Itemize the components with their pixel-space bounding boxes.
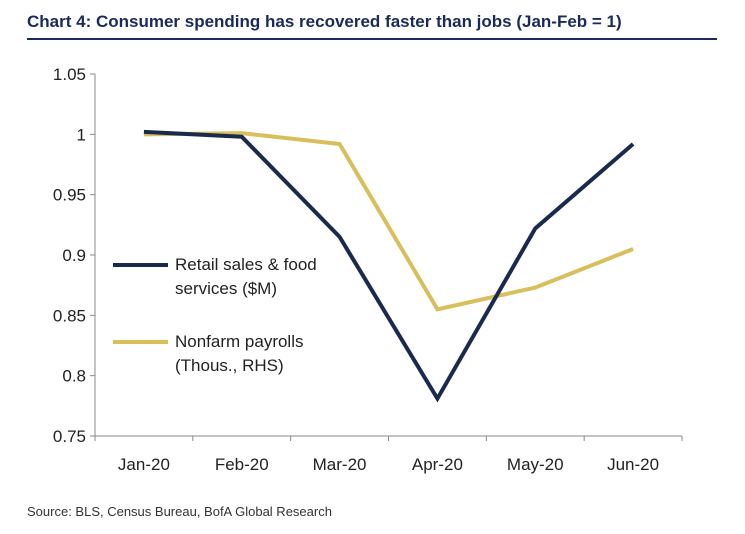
legend-label: services ($M) [175,279,277,298]
retail-sales-line [143,129,635,403]
title-underline [27,38,717,40]
y-tick-label: 1.05 [53,65,86,84]
x-tick-label: Jan-20 [118,455,170,474]
x-tick-label: Jun-20 [607,455,659,474]
legend-label: (Thous., RHS) [175,356,284,375]
nonfarm-payrolls-line [143,131,634,312]
x-tick-label: Apr-20 [412,455,463,474]
y-tick-label: 0.85 [53,306,86,325]
chart-title: Chart 4: Consumer spending has recovered… [27,12,622,31]
x-tick-label: May-20 [507,455,564,474]
y-tick-label: 0.9 [62,246,86,265]
legend-label: Retail sales & food [175,255,317,274]
x-tick-label: Feb-20 [215,455,269,474]
legend-label: Nonfarm payrolls [175,332,304,351]
y-tick-label: 0.8 [62,367,86,386]
legend: Retail sales & food services ($M) Nonfarm … [113,255,317,375]
source-note: Source: BLS, Census Bureau, BofA Global … [27,504,332,519]
y-tick-label: 0.75 [53,427,86,446]
x-tick-label: Mar-20 [313,455,367,474]
series-lines [143,129,635,403]
axes: 1.05 1 0.95 0.9 0.85 0.8 0.75 Jan-20 Feb-20 Mar-2… [53,65,683,474]
y-tick-label: 0.95 [53,186,86,205]
y-tick-label: 1 [77,125,86,144]
